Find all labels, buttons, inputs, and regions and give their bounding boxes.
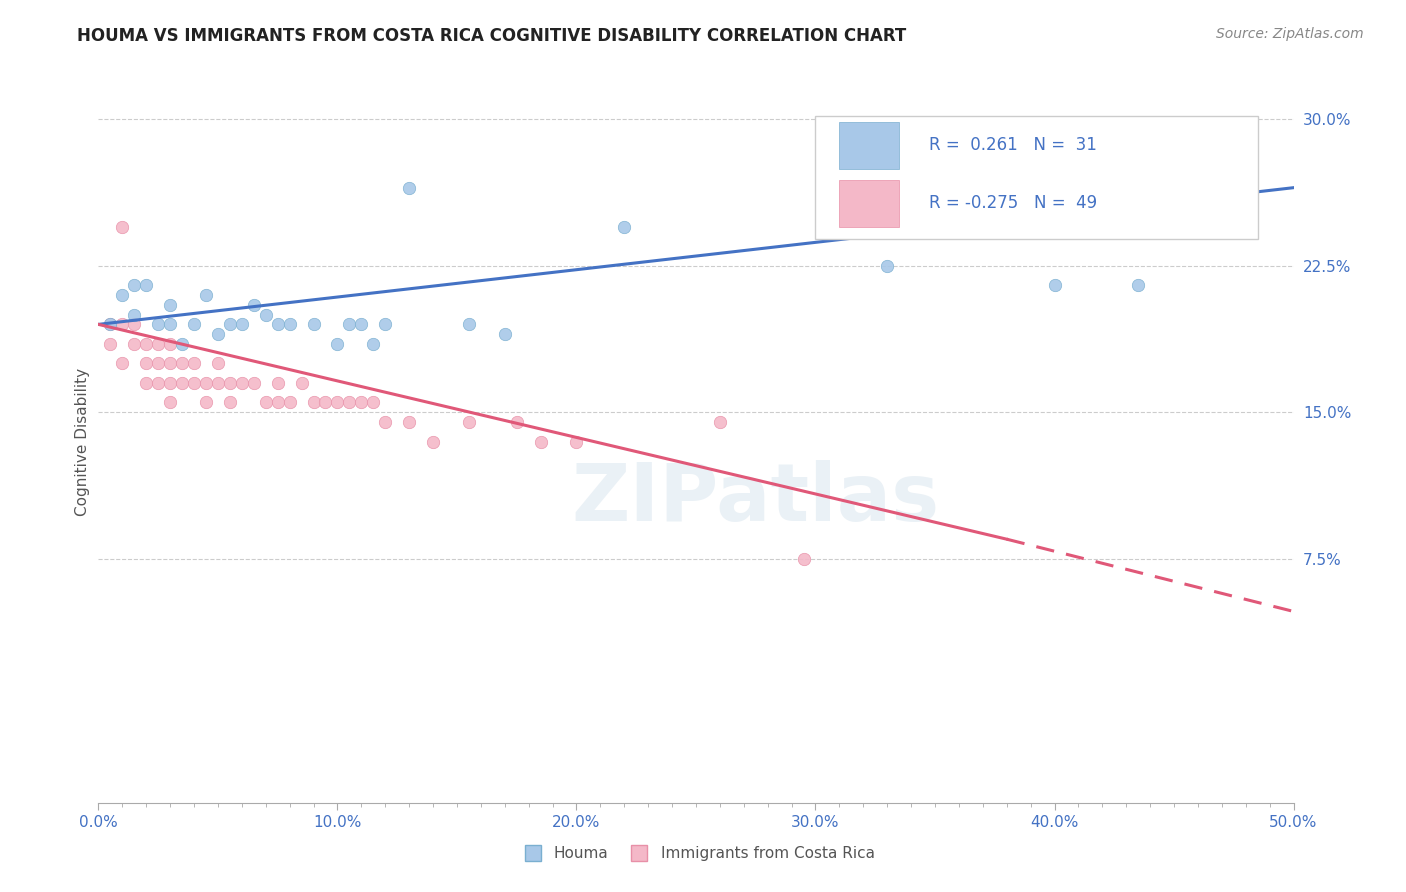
- Point: [207, 356, 229, 370]
- Point: [124, 318, 146, 332]
- Point: [231, 376, 253, 390]
- Point: [195, 376, 218, 390]
- Point: [219, 376, 242, 390]
- Point: [159, 318, 181, 332]
- Point: [458, 318, 481, 332]
- Point: [530, 434, 553, 449]
- FancyBboxPatch shape: [839, 179, 900, 227]
- Point: [148, 318, 170, 332]
- Point: [159, 298, 181, 312]
- Point: [506, 415, 529, 429]
- Point: [267, 395, 290, 409]
- Point: [326, 337, 349, 351]
- Point: [207, 327, 229, 342]
- Point: [315, 395, 337, 409]
- FancyBboxPatch shape: [839, 122, 900, 169]
- Point: [302, 318, 325, 332]
- Point: [278, 395, 301, 409]
- Point: [422, 434, 444, 449]
- Point: [135, 356, 157, 370]
- Point: [613, 219, 636, 234]
- Point: [124, 278, 146, 293]
- Text: HOUMA VS IMMIGRANTS FROM COSTA RICA COGNITIVE DISABILITY CORRELATION CHART: HOUMA VS IMMIGRANTS FROM COSTA RICA COGN…: [77, 27, 907, 45]
- Point: [363, 337, 385, 351]
- Point: [219, 318, 242, 332]
- Text: R = -0.275   N =  49: R = -0.275 N = 49: [929, 194, 1097, 212]
- Point: [231, 318, 253, 332]
- Point: [339, 395, 361, 409]
- Point: [363, 395, 385, 409]
- Point: [148, 376, 170, 390]
- Y-axis label: Cognitive Disability: Cognitive Disability: [75, 368, 90, 516]
- Point: [124, 308, 146, 322]
- Point: [135, 337, 157, 351]
- Point: [398, 415, 420, 429]
- Point: [135, 376, 157, 390]
- Point: [278, 318, 301, 332]
- Point: [195, 288, 218, 302]
- Point: [254, 395, 277, 409]
- Point: [124, 337, 146, 351]
- Point: [207, 376, 229, 390]
- Point: [148, 356, 170, 370]
- Point: [326, 395, 349, 409]
- Point: [339, 318, 361, 332]
- Point: [111, 318, 134, 332]
- Point: [219, 395, 242, 409]
- Point: [398, 180, 420, 194]
- Point: [350, 318, 373, 332]
- Point: [111, 356, 134, 370]
- Point: [565, 434, 588, 449]
- Point: [98, 318, 122, 332]
- Point: [494, 327, 516, 342]
- Text: Source: ZipAtlas.com: Source: ZipAtlas.com: [1216, 27, 1364, 41]
- Point: [148, 337, 170, 351]
- Point: [159, 395, 181, 409]
- Point: [159, 376, 181, 390]
- Point: [267, 318, 290, 332]
- Point: [159, 356, 181, 370]
- Point: [183, 356, 205, 370]
- Point: [135, 278, 157, 293]
- Point: [183, 318, 205, 332]
- Point: [98, 318, 122, 332]
- Point: [111, 288, 134, 302]
- Point: [172, 337, 194, 351]
- Point: [111, 219, 134, 234]
- Point: [876, 259, 898, 273]
- Legend: Houma, Immigrants from Costa Rica: Houma, Immigrants from Costa Rica: [512, 840, 880, 867]
- Point: [709, 415, 731, 429]
- Point: [159, 337, 181, 351]
- Point: [243, 298, 266, 312]
- Point: [1128, 278, 1150, 293]
- Point: [374, 415, 396, 429]
- Point: [267, 376, 290, 390]
- Point: [172, 356, 194, 370]
- Point: [254, 308, 277, 322]
- Point: [172, 376, 194, 390]
- Point: [374, 318, 396, 332]
- Text: R =  0.261   N =  31: R = 0.261 N = 31: [929, 136, 1097, 154]
- Text: ZIPatlas: ZIPatlas: [572, 460, 939, 539]
- Point: [195, 395, 218, 409]
- Point: [183, 376, 205, 390]
- Point: [302, 395, 325, 409]
- Point: [793, 551, 815, 566]
- Point: [291, 376, 314, 390]
- Point: [1043, 278, 1066, 293]
- Point: [350, 395, 373, 409]
- Point: [458, 415, 481, 429]
- Point: [243, 376, 266, 390]
- Point: [98, 337, 122, 351]
- FancyBboxPatch shape: [815, 117, 1258, 239]
